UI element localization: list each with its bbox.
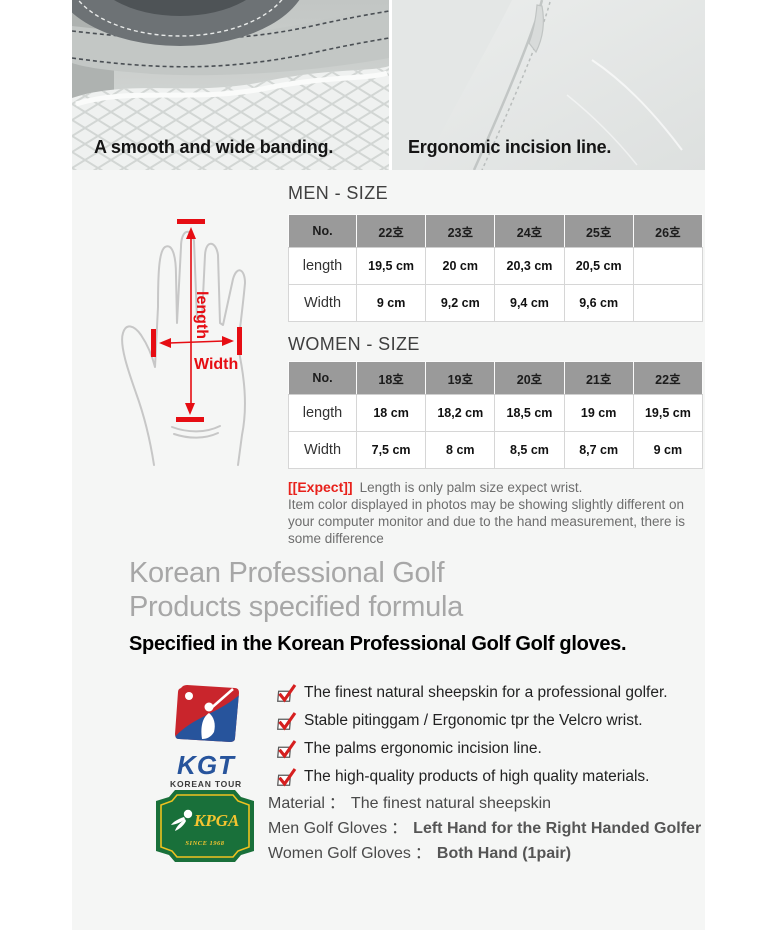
col-header: 24호 [494, 214, 565, 248]
feature-text: Stable pitinggam / Ergonomic tpr the Vel… [304, 712, 643, 729]
kgt-logo: KGT KOREAN TOUR [162, 684, 250, 789]
cell: 20,5 cm [563, 247, 634, 285]
feature-text: The high-quality products of high qualit… [304, 768, 650, 785]
cell: 19,5 cm [355, 247, 427, 285]
cell: 20,3 cm [494, 247, 565, 285]
checkbox-check-icon [277, 768, 297, 787]
row-label: length [288, 394, 357, 432]
feature-text: The palms ergonomic incision line. [304, 740, 542, 757]
spec-value: Both Hand (1pair) [436, 845, 572, 862]
glove-closeup-image [72, 0, 389, 170]
col-header: 26호 [632, 214, 704, 248]
kgt-emblem-icon [175, 685, 239, 742]
row-label: length [288, 247, 357, 285]
expect-tag: [[Expect]] [288, 479, 353, 495]
table-row-length: length 18 cm 18,2 cm 18,5 cm 19 cm 19,5 … [288, 394, 704, 432]
row-label: Width [288, 431, 357, 469]
headline-sub: Specified in the Korean Professional Gol… [129, 633, 627, 655]
feature-list: The finest natural sheepskin for a profe… [275, 684, 668, 788]
cell: 8,7 cm [563, 431, 634, 469]
cell [632, 284, 704, 322]
headline-line2: Products specified formula [129, 591, 463, 623]
col-header: 23호 [425, 214, 496, 248]
spec-label: Women Golf Gloves [268, 845, 411, 862]
women-size-title: WOMEN - SIZE [288, 334, 420, 354]
feature-item: The palms ergonomic incision line. [275, 740, 668, 760]
cell: 19,5 cm [632, 394, 704, 432]
cell: 9,2 cm [425, 284, 496, 322]
feature-item: Stable pitinggam / Ergonomic tpr the Vel… [275, 712, 668, 732]
hand-measure-diagram: length Width [121, 219, 246, 466]
kgt-wordmark: KGT [177, 750, 235, 780]
col-header: 20호 [494, 361, 565, 395]
col-header: No. [288, 361, 357, 395]
glove-photo-banding: A smooth and wide banding. [72, 0, 389, 170]
spec-value: The finest natural sheepskin [350, 795, 552, 812]
col-header: 18호 [355, 361, 427, 395]
feature-text: The finest natural sheepskin for a profe… [304, 684, 668, 701]
cell: 9 cm [355, 284, 427, 322]
spec-row-material: Material： The finest natural sheepskin [268, 791, 701, 816]
table-row-width: Width 7,5 cm 8 cm 8,5 cm 8,7 cm 9 cm [288, 431, 704, 469]
spec-colon: ： [328, 795, 345, 812]
spec-value: Left Hand for the Right Handed Golfer [413, 820, 702, 837]
spec-list: Material： The finest natural sheepskin Me… [268, 791, 701, 866]
row-label: Width [288, 284, 357, 322]
cell: 9,6 cm [563, 284, 634, 322]
expect-note: [[Expect]] Length is only palm size expec… [288, 479, 708, 547]
photo-caption: Ergonomic incision line. [408, 137, 612, 157]
cell: 20 cm [425, 247, 496, 285]
cell: 8 cm [425, 431, 496, 469]
col-header: 21호 [563, 361, 634, 395]
photo-caption: A smooth and wide banding. [94, 137, 334, 157]
feature-item: The high-quality products of high qualit… [275, 768, 668, 788]
spec-label: Men Golf Gloves [268, 820, 388, 837]
cell [632, 247, 704, 285]
feature-item: The finest natural sheepskin for a profe… [275, 684, 668, 704]
kpga-logo: KPGA SINCE 1968 [154, 788, 256, 869]
headline-block: Korean Professional Golf Products specif… [129, 556, 627, 656]
col-header: 22호 [355, 214, 427, 248]
cell: 19 cm [563, 394, 634, 432]
cell: 9 cm [632, 431, 704, 469]
diagram-length-label: length [193, 291, 210, 339]
headline-line1: Korean Professional Golf [129, 557, 445, 589]
table-row-length: length 19,5 cm 20 cm 20,3 cm 20,5 cm [288, 247, 704, 285]
spec-colon: ： [414, 845, 431, 862]
glove-closeup-image [392, 0, 705, 170]
men-size-table: No. 22호 23호 24호 25호 26호 length 19,5 cm 2… [288, 214, 704, 322]
kpga-emblem-icon: KPGA SINCE 1968 [156, 790, 254, 862]
men-header-row: No. 22호 23호 24호 25호 26호 [288, 214, 704, 248]
checkbox-check-icon [277, 684, 297, 703]
cell: 7,5 cm [355, 431, 427, 469]
women-header-row: No. 18호 19호 20호 21호 22호 [288, 361, 704, 395]
col-header: 22호 [632, 361, 704, 395]
cell: 18,5 cm [494, 394, 565, 432]
cell: 8,5 cm [494, 431, 565, 469]
spec-colon: ： [391, 820, 408, 837]
spec-label: Material [268, 795, 325, 812]
expect-line1: Length is only palm size expect wrist. [359, 480, 583, 495]
women-size-table: No. 18호 19호 20호 21호 22호 length 18 cm 18,… [288, 361, 704, 469]
cell: 18 cm [355, 394, 427, 432]
spec-row-women-gloves: Women Golf Gloves： Both Hand (1pair) [268, 841, 701, 866]
kpga-wordmark: KPGA [193, 811, 239, 830]
kpga-subtext: SINCE 1968 [185, 840, 224, 847]
kgt-subtext: KOREAN TOUR [170, 779, 242, 789]
col-header: 19호 [425, 361, 496, 395]
cell: 9,4 cm [494, 284, 565, 322]
checkbox-check-icon [277, 740, 297, 759]
table-row-width: Width 9 cm 9,2 cm 9,4 cm 9,6 cm [288, 284, 704, 322]
col-header: 25호 [563, 214, 634, 248]
glove-photo-incision: Ergonomic incision line. [392, 0, 705, 170]
size-info-panel: length Width MEN - SIZE No. 22호 23호 24호 … [72, 170, 705, 930]
col-header: No. [288, 214, 357, 248]
men-size-title: MEN - SIZE [288, 183, 389, 203]
spec-row-men-gloves: Men Golf Gloves： Left Hand for the Right … [268, 816, 701, 841]
diagram-width-label: Width [194, 356, 238, 373]
expect-body: Item color displayed in photos may be sh… [288, 497, 685, 546]
checkbox-check-icon [277, 712, 297, 731]
cell: 18,2 cm [425, 394, 496, 432]
